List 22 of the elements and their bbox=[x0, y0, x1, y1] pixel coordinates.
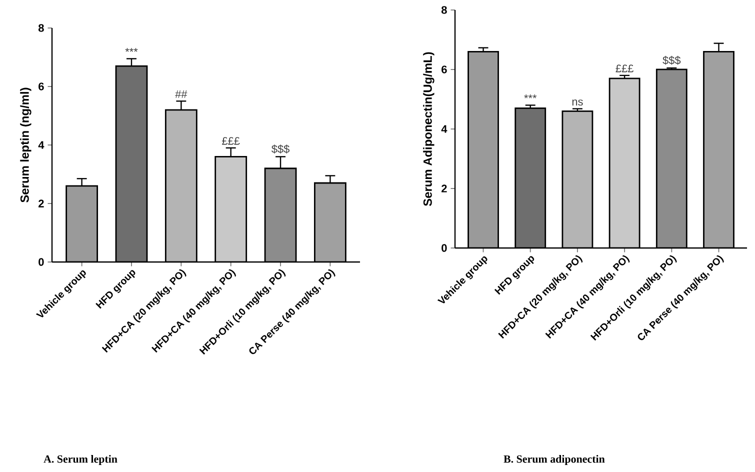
y-axis-title: Serum Adiponectin(Ug/mL) bbox=[423, 52, 434, 206]
annotation: *** bbox=[524, 94, 537, 98]
annotation: $$$ bbox=[272, 144, 290, 154]
y-tick-label: 2 bbox=[38, 200, 44, 208]
annotation: *** bbox=[125, 48, 138, 52]
annotation: $$$ bbox=[662, 56, 681, 65]
annotation: £££ bbox=[616, 64, 634, 72]
y-tick-label: 8 bbox=[441, 6, 447, 14]
y-tick-label: 2 bbox=[442, 184, 447, 192]
y-tick-label: 6 bbox=[442, 66, 447, 74]
y-tick-label: 0 bbox=[38, 258, 44, 266]
y-tick-label: 6 bbox=[38, 82, 44, 90]
annotation: £££ bbox=[222, 137, 240, 145]
annotation: ## bbox=[175, 90, 188, 98]
y-tick-label: 4 bbox=[38, 141, 44, 149]
y-tick-label: 8 bbox=[38, 24, 44, 32]
text: B. Serum adiponectin bbox=[504, 455, 605, 465]
annotation: ns bbox=[572, 100, 583, 106]
y-tick-label: 0 bbox=[442, 244, 447, 252]
y-tick-label: 4 bbox=[441, 125, 448, 133]
y-axis-title: Serum leptin (ng/ml) bbox=[20, 88, 32, 202]
text: A. Serum leptin bbox=[44, 455, 118, 465]
